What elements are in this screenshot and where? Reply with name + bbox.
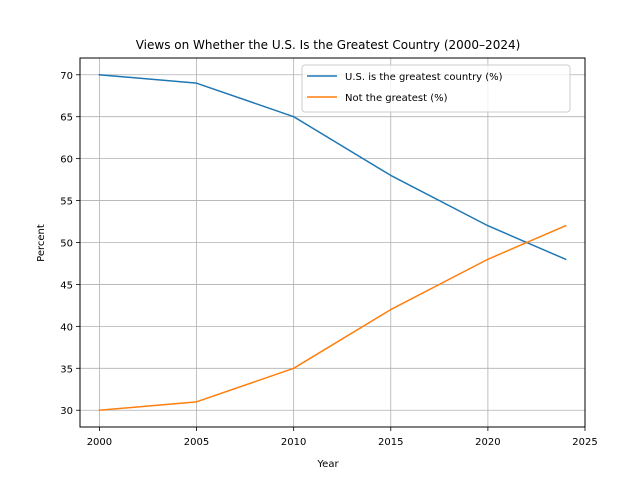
x-tick-label: 2025	[572, 437, 597, 448]
x-tick-label: 2000	[87, 437, 112, 448]
x-axis-label: Year	[316, 459, 339, 470]
x-tick-label: 2020	[475, 437, 500, 448]
y-tick-label: 65	[60, 113, 73, 124]
tick-layer: 2000 2005 2010 2015 2020 2025 30 35 40 45 50 55 60 65…	[60, 71, 597, 448]
y-axis-label: Percent	[36, 224, 47, 262]
legend-label-greatest: U.S. is the greatest country (%)	[345, 72, 503, 83]
y-tick-label: 55	[60, 197, 73, 208]
x-tick-label: 2005	[184, 437, 209, 448]
x-tick-label: 2010	[281, 437, 306, 448]
legend-label-not-greatest: Not the greatest (%)	[345, 93, 448, 104]
series-layer	[98, 73, 567, 412]
x-tick-label: 2015	[378, 437, 403, 448]
y-tick-label: 35	[60, 364, 73, 375]
y-tick-label: 60	[60, 155, 73, 166]
legend: U.S. is the greatest country (%) Not the…	[301, 64, 571, 113]
legend-frame	[301, 64, 571, 113]
y-tick-label: 45	[60, 280, 73, 291]
y-tick-label: 30	[60, 406, 73, 417]
series-line-greatest	[98, 73, 567, 261]
y-tick-label: 70	[60, 71, 73, 82]
series-line-not-greatest	[98, 224, 567, 412]
y-tick-label: 40	[60, 322, 73, 333]
chart-title: Views on Whether the U.S. Is the Greates…	[136, 38, 521, 52]
y-tick-label: 50	[60, 239, 73, 250]
